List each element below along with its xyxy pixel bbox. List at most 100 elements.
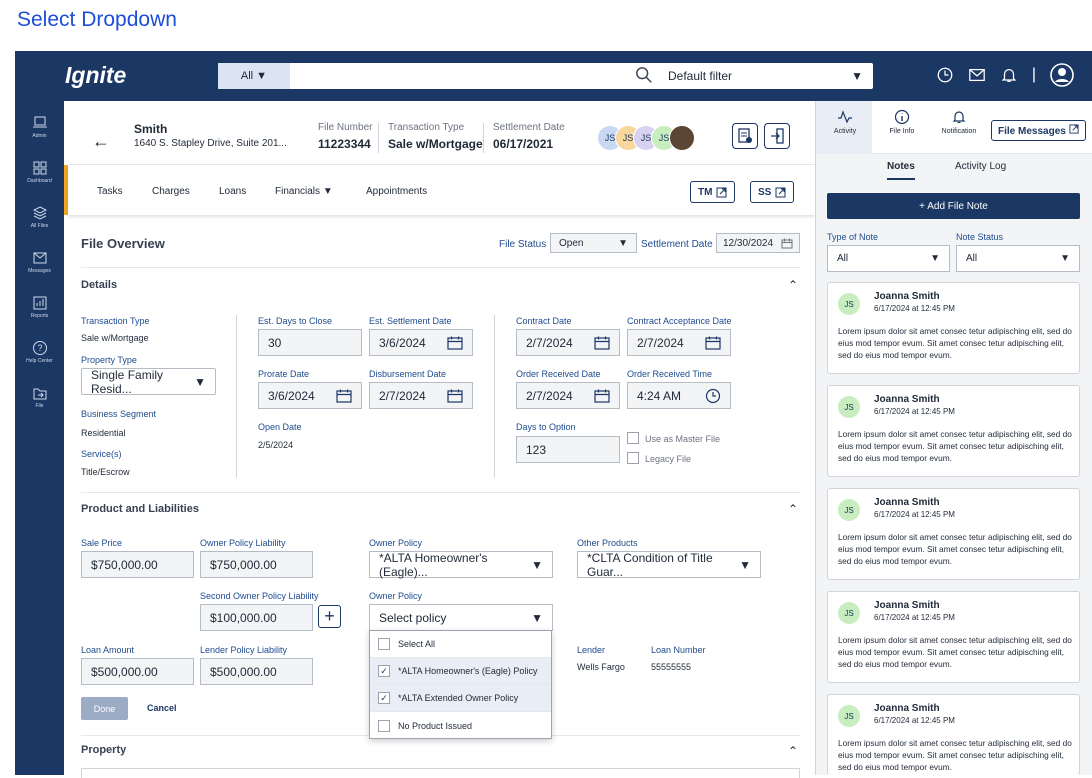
owner-policy-2-select[interactable]: Select policy ▼ (369, 604, 553, 631)
note-card[interactable]: JS Joanna Smith 6/17/2024 at 12:45 PM Lorem… (827, 282, 1080, 374)
document-info-button[interactable] (732, 123, 758, 149)
sale-price-value: $750,000.00 (91, 557, 158, 572)
loan-number-value: 55555555 (651, 662, 692, 672)
bell-icon[interactable] (1000, 66, 1018, 84)
calendar-icon[interactable] (594, 336, 610, 350)
note-date: 6/17/2024 at 12:45 PM (874, 304, 955, 313)
clock-icon[interactable] (936, 66, 954, 84)
tab-financials-label: Financials (275, 186, 321, 197)
second-owner-liability-input[interactable]: $100,000.00 (200, 604, 313, 631)
default-filter-select[interactable]: Default filter ▼ (658, 63, 873, 89)
calendar-icon[interactable] (705, 336, 721, 350)
folder-icon (33, 388, 46, 400)
sale-price-label: Sale Price (81, 538, 123, 548)
legacy-file-checkbox[interactable] (627, 452, 639, 464)
tab-financials[interactable]: Financials ▼ (275, 186, 333, 197)
external-link-icon (1069, 124, 1079, 134)
days-to-option-input[interactable]: 123 (516, 436, 620, 463)
owner-liability-input[interactable]: $750,000.00 (200, 551, 313, 578)
contract-date-input[interactable]: 2/7/2024 (516, 329, 620, 356)
checkbox-checked[interactable]: ✓ (378, 692, 390, 704)
user-avatar-icon[interactable] (1050, 63, 1074, 87)
file-status-select[interactable]: Open ▼ (550, 233, 637, 253)
calendar-icon[interactable] (781, 238, 793, 249)
est-settlement-input[interactable]: 3/6/2024 (369, 329, 473, 356)
sidebar-item-reports[interactable]: Reports (15, 281, 64, 326)
tab-charges[interactable]: Charges (152, 186, 190, 197)
export-button[interactable] (764, 123, 790, 149)
ss-button[interactable]: SS (750, 181, 795, 203)
sidebar-item-file[interactable]: File (15, 371, 64, 416)
checkbox-checked[interactable]: ✓ (378, 665, 390, 677)
app-logo[interactable]: Ignite (65, 62, 127, 88)
search-bar[interactable]: All ▼ (218, 63, 663, 89)
prorate-input[interactable]: 3/6/2024 (258, 382, 362, 409)
note-date: 6/17/2024 at 12:45 PM (874, 716, 955, 725)
sale-price-input[interactable]: $750,000.00 (81, 551, 194, 578)
calendar-icon[interactable] (594, 389, 610, 403)
sidebar-item-messages[interactable]: Messages (15, 236, 64, 281)
lender-value: Wells Fargo (577, 662, 625, 672)
note-text: Lorem ipsum dolor sit amet consec tetur … (838, 532, 1072, 566)
file-messages-button[interactable]: File Messages (991, 120, 1086, 141)
other-products-select[interactable]: *CLTA Condition of Title Guar... ▼ (577, 551, 761, 579)
note-card[interactable]: JS Joanna Smith 6/17/2024 at 12:45 PM Lorem… (827, 591, 1080, 683)
disbursement-input[interactable]: 2/7/2024 (369, 382, 473, 409)
search-icon[interactable] (635, 66, 653, 84)
sidebar-item-all-files[interactable]: All Files (15, 191, 64, 236)
owner-policy-select[interactable]: *ALTA Homeowner's (Eagle)... ▼ (369, 551, 553, 579)
back-arrow-icon[interactable]: ← (92, 131, 110, 151)
est-days-input[interactable]: 30 (258, 329, 362, 356)
type-of-note-select[interactable]: All ▼ (827, 245, 950, 272)
mail-icon[interactable] (968, 66, 986, 84)
tab-tasks[interactable]: Tasks (97, 186, 123, 197)
tab-activity[interactable]: Activity (820, 109, 870, 135)
dropdown-option[interactable]: Select All (370, 631, 551, 658)
add-file-note-button[interactable]: + Add File Note (827, 193, 1080, 219)
sidebar-item-dashboard[interactable]: Dashboard (15, 146, 64, 191)
lender-liability-input[interactable]: $500,000.00 (200, 658, 313, 685)
tm-button[interactable]: TM (690, 181, 736, 203)
chevron-up-icon[interactable]: ⌃ (788, 744, 799, 758)
done-button[interactable]: Done (81, 697, 128, 720)
checkbox[interactable] (378, 719, 390, 732)
document-icon (738, 128, 752, 143)
loan-amount-input[interactable]: $500,000.00 (81, 658, 194, 685)
tab-file-info[interactable]: File Info (877, 109, 927, 135)
calendar-icon[interactable] (336, 389, 352, 403)
property-field[interactable] (81, 768, 800, 778)
sidebar-item-help-center[interactable]: ? Help Center (15, 326, 64, 371)
tab-activity-log[interactable]: Activity Log (955, 161, 1007, 172)
order-received-time-input[interactable]: 4:24 AM (627, 382, 731, 409)
sidebar-item-admin[interactable]: Admin (15, 101, 64, 146)
contract-acceptance-input[interactable]: 2/7/2024 (627, 329, 731, 356)
tab-notes[interactable]: Notes (887, 161, 915, 180)
est-days-value: 30 (268, 335, 282, 350)
property-type-select[interactable]: Single Family Resid... ▼ (81, 368, 216, 396)
checkbox[interactable] (378, 638, 390, 650)
note-card[interactable]: JS Joanna Smith 6/17/2024 at 12:45 PM Lorem… (827, 385, 1080, 477)
dropdown-option[interactable]: ✓ *ALTA Extended Owner Policy (370, 685, 551, 712)
settlement-date-input[interactable]: 12/30/2024 (716, 233, 800, 253)
order-received-date-input[interactable]: 2/7/2024 (516, 382, 620, 409)
note-status-select[interactable]: All ▼ (956, 245, 1080, 272)
avatar-photo[interactable] (669, 125, 695, 151)
tab-notification[interactable]: Notification (934, 109, 984, 135)
master-file-checkbox[interactable] (627, 432, 639, 444)
chevron-up-icon[interactable]: ⌃ (788, 502, 799, 516)
add-policy-button[interactable]: + (318, 605, 341, 628)
search-scope-select[interactable]: All ▼ (218, 63, 290, 89)
calendar-icon[interactable] (447, 389, 463, 403)
chevron-up-icon[interactable]: ⌃ (788, 278, 799, 292)
note-card[interactable]: JS Joanna Smith 6/17/2024 at 12:45 PM Lorem… (827, 694, 1080, 775)
dropdown-option[interactable]: No Product Issued (370, 712, 551, 739)
dropdown-option[interactable]: ✓ *ALTA Homeowner's (Eagle) Policy (370, 658, 551, 685)
tab-loans[interactable]: Loans (219, 186, 247, 197)
calendar-icon[interactable] (447, 336, 463, 350)
note-card[interactable]: JS Joanna Smith 6/17/2024 at 12:45 PM Lorem… (827, 488, 1080, 580)
cancel-button[interactable]: Cancel (147, 703, 177, 713)
clock-icon[interactable] (705, 388, 721, 404)
external-link-icon (775, 187, 786, 197)
tab-appointments[interactable]: Appointments (366, 186, 428, 197)
open-date-value: 2/5/2024 (258, 440, 294, 450)
